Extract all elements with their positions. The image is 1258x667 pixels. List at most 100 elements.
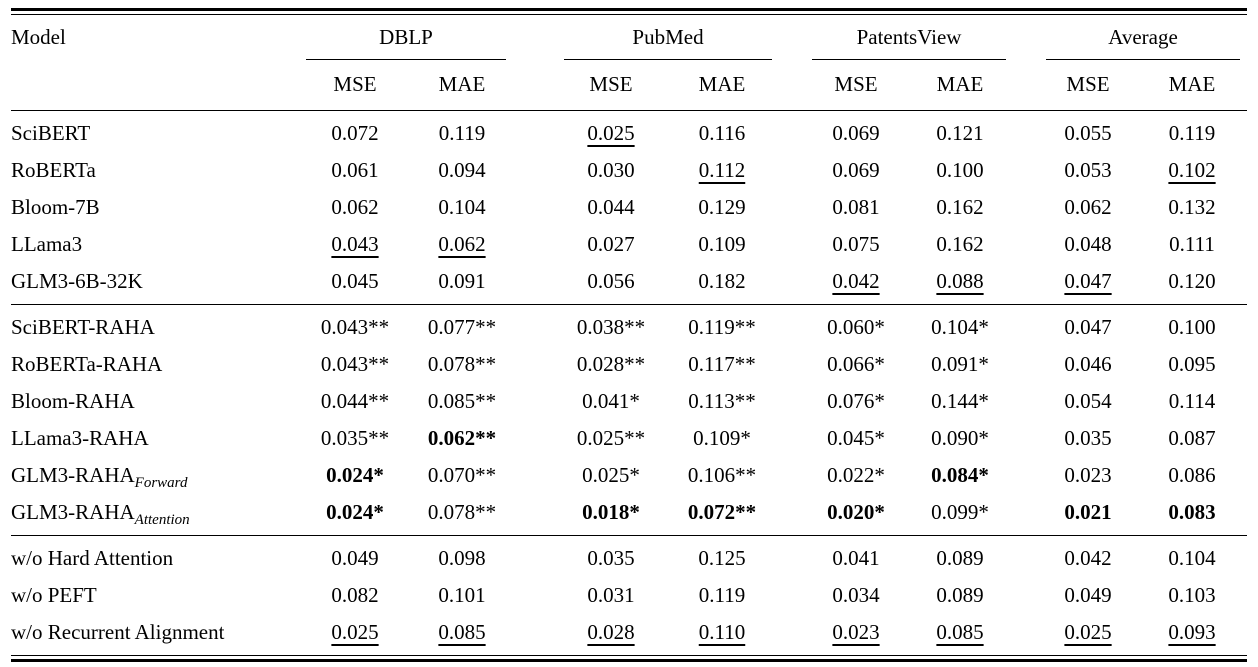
metric-value: 0.062	[1064, 195, 1112, 219]
metric-value: 0.104	[1168, 546, 1216, 570]
column-header-patentsview-mae: MAE	[936, 72, 984, 96]
model-name-cell: w/o PEFT	[11, 583, 97, 607]
metric-value: 0.025**	[576, 426, 646, 450]
value-cell: 0.044	[557, 189, 665, 226]
metric-value: 0.082	[331, 583, 379, 607]
metric-value: 0.104	[438, 195, 486, 219]
metric-value: 0.069	[832, 158, 880, 182]
value-cell: 0.035	[557, 536, 665, 578]
spacer-cell	[1013, 111, 1039, 153]
metric-value: 0.072	[331, 121, 379, 145]
value-cell: 0.104*	[907, 305, 1013, 347]
value-cell: 0.144*	[907, 383, 1013, 420]
metric-value: 0.049	[331, 546, 379, 570]
metric-value: 0.129	[698, 195, 746, 219]
section-ablations: w/o Hard Attention 0.049 0.098 0.035 0.125 0.…	[11, 535, 1248, 656]
value-cell: 0.024*	[299, 494, 411, 536]
metric-value: 0.043**	[320, 315, 390, 339]
value-cell: 0.089	[907, 577, 1013, 614]
results-table: Model DBLP PubMed PatentsView Average MS…	[11, 15, 1248, 656]
metric-value: 0.085**	[427, 389, 497, 413]
metric-value: 0.035**	[320, 426, 390, 450]
spacer-cell	[779, 346, 805, 383]
spacer-cell	[779, 420, 805, 457]
table-row: w/o Recurrent Alignment 0.025 0.085 0.028 0.…	[11, 614, 1247, 655]
model-name-cell: GLM3-RAHAAttention	[11, 500, 190, 529]
metric-value: 0.106**	[687, 463, 757, 487]
metric-value: 0.086	[1168, 463, 1216, 487]
value-cell: 0.116	[665, 111, 779, 153]
value-cell: 0.072	[299, 111, 411, 153]
metric-value: 0.119**	[688, 315, 756, 339]
metric-value: 0.045	[331, 269, 379, 293]
metric-value: 0.119	[438, 121, 486, 145]
value-cell: 0.119	[665, 577, 779, 614]
value-cell: 0.112	[665, 152, 779, 189]
metric-value: 0.048	[1064, 232, 1112, 256]
metric-value: 0.043**	[320, 352, 390, 376]
spacer-cell	[513, 614, 557, 655]
metric-value: 0.062	[438, 232, 486, 256]
value-cell: 0.110	[665, 614, 779, 655]
value-cell: 0.027	[557, 226, 665, 263]
metric-value: 0.081	[832, 195, 880, 219]
value-cell: 0.022*	[805, 457, 907, 494]
value-cell: 0.104	[1137, 536, 1247, 578]
spacer-cell	[1013, 420, 1039, 457]
metric-value: 0.110	[698, 620, 746, 644]
table-row: GLM3-RAHAForward 0.024* 0.070** 0.025* 0.106…	[11, 457, 1247, 494]
model-name-cell: w/o Recurrent Alignment	[11, 620, 225, 644]
value-cell: 0.129	[665, 189, 779, 226]
metric-value: 0.045*	[827, 426, 885, 450]
value-cell: 0.062	[299, 189, 411, 226]
table-bottom-rule	[11, 655, 1247, 662]
column-group-patentsview: PatentsView	[805, 15, 1013, 60]
value-cell: 0.082	[299, 577, 411, 614]
value-cell: 0.087	[1137, 420, 1247, 457]
model-name-cell: SciBERT	[11, 121, 91, 145]
value-cell: 0.091	[411, 263, 513, 305]
table-row: Bloom-7B 0.062 0.104 0.044 0.129 0.081 0.162 0.…	[11, 189, 1247, 226]
metric-value: 0.069	[832, 121, 880, 145]
metric-value: 0.025	[1064, 620, 1112, 644]
value-cell: 0.078**	[411, 494, 513, 536]
spacer-cell	[779, 494, 805, 536]
metric-value: 0.101	[438, 583, 486, 607]
value-cell: 0.182	[665, 263, 779, 305]
value-cell: 0.081	[805, 189, 907, 226]
value-cell: 0.024*	[299, 457, 411, 494]
model-name-cell: Bloom-7B	[11, 195, 100, 219]
metric-value: 0.114	[1168, 389, 1216, 413]
value-cell: 0.056	[557, 263, 665, 305]
metric-value: 0.093	[1168, 620, 1216, 644]
metric-value: 0.102	[1168, 158, 1216, 182]
value-cell: 0.062	[411, 226, 513, 263]
column-header-average-mae: MAE	[1168, 72, 1216, 96]
value-cell: 0.132	[1137, 189, 1247, 226]
spacer-cell	[1013, 305, 1039, 347]
metric-value: 0.041	[832, 546, 880, 570]
table-row: LLama3 0.043 0.062 0.027 0.109 0.075 0.162 0.04…	[11, 226, 1247, 263]
metric-value: 0.044**	[320, 389, 390, 413]
value-cell: 0.066*	[805, 346, 907, 383]
value-cell: 0.083	[1137, 494, 1247, 536]
value-cell: 0.025**	[557, 420, 665, 457]
value-cell: 0.025	[1039, 614, 1137, 655]
metric-value: 0.078**	[427, 500, 497, 524]
value-cell: 0.023	[1039, 457, 1137, 494]
model-name-cell: SciBERT-RAHA	[11, 315, 155, 339]
metric-value: 0.025	[587, 121, 635, 145]
metric-value: 0.024*	[326, 500, 384, 524]
metric-header-row: MSE MAE MSE MAE MSE MAE MSE MAE	[11, 60, 1247, 111]
value-cell: 0.038**	[557, 305, 665, 347]
value-cell: 0.100	[907, 152, 1013, 189]
spacer-cell	[779, 536, 805, 578]
value-cell: 0.053	[1039, 152, 1137, 189]
metric-value: 0.072**	[687, 500, 757, 524]
metric-value: 0.018*	[582, 500, 640, 524]
metric-value: 0.078**	[427, 352, 497, 376]
value-cell: 0.049	[299, 536, 411, 578]
metric-value: 0.144*	[931, 389, 989, 413]
value-cell: 0.085**	[411, 383, 513, 420]
metric-value: 0.077**	[427, 315, 497, 339]
